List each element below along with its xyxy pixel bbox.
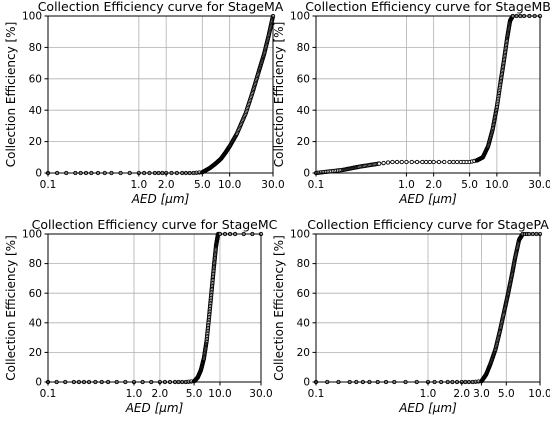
data-point: [390, 159, 395, 165]
data-point: [447, 159, 452, 165]
data-point: [436, 159, 442, 165]
x-tick-label: 10.0: [218, 179, 241, 191]
data-point: [423, 159, 429, 165]
data-point: [442, 159, 447, 165]
x-tick-label: 0.1: [308, 179, 325, 191]
plot-frame: [47, 15, 274, 174]
y-tick-label: 40: [297, 317, 310, 329]
x-tick-label: 30.0: [528, 179, 550, 191]
y-tick-label: 0: [35, 377, 42, 389]
series-line: [48, 233, 261, 383]
x-tick-label: 1.0: [398, 179, 415, 191]
x-tick-label: 30.0: [261, 179, 284, 191]
y-tick-label: 100: [22, 11, 42, 23]
y-axis-label: Collection Efficiency [%]: [272, 22, 286, 168]
y-tick-label: 100: [290, 229, 310, 241]
data-point: [414, 159, 420, 165]
y-tick-label: 20: [29, 347, 42, 359]
data-point: [409, 159, 414, 165]
data-point: [420, 159, 425, 165]
x-axis-label: AED [μm]: [125, 401, 184, 415]
x-tick-label: 10.0: [485, 179, 508, 191]
x-tick-label: 1.0: [420, 388, 437, 400]
y-tick-label: 20: [297, 347, 310, 359]
x-tick-label: 0.1: [308, 388, 325, 400]
x-tick-label: 2.0: [152, 388, 169, 400]
y-tick-label: 0: [35, 168, 42, 180]
chart-title: Collection Efficiency curve for StageMC: [32, 217, 278, 232]
x-tick-label: 10.0: [528, 388, 550, 400]
chart-title: Collection Efficiency curve for StageMB: [305, 0, 550, 14]
x-tick-label: 5.0: [461, 179, 478, 191]
x-tick-label: 10.0: [208, 388, 231, 400]
data-point: [385, 160, 391, 165]
y-axis-label: Collection Efficiency [%]: [4, 22, 18, 168]
data-point: [451, 159, 456, 165]
y-tick-label: 40: [29, 317, 42, 329]
y-tick-label: 60: [29, 73, 42, 85]
x-axis-label: AED [μm]: [398, 401, 457, 415]
y-tick-label: 60: [29, 288, 42, 300]
y-tick-label: 80: [297, 42, 310, 54]
data-point: [454, 159, 460, 165]
chart-panel-1: 0.1 1.0 2.0 5.0 10.0 30.0020406080100Collecti…: [4, 0, 285, 206]
x-tick-label: 1.0: [130, 179, 147, 191]
x-tick-label: 0.1: [40, 179, 57, 191]
data-point: [377, 161, 382, 166]
x-tick-label: 5.0: [186, 388, 203, 400]
x-tick-label: 2.0: [453, 388, 470, 400]
x-tick-label: 3.0: [473, 388, 490, 400]
chart-panel-3: 0.1 1.0 2.0 5.0 10.0 30.0020406080100Collecti…: [4, 217, 278, 415]
x-tick-label: 1.0: [126, 388, 143, 400]
y-tick-label: 40: [29, 105, 42, 117]
plot-frame: [315, 15, 541, 174]
y-tick-label: 100: [22, 229, 42, 241]
x-tick-label: 2.0: [425, 179, 442, 191]
series-line: [48, 15, 274, 174]
x-tick-label: 5.0: [498, 388, 515, 400]
chart-panel-2: 0.1 1.0 2.0 5.0 10.0 30.0020406080100Collecti…: [272, 0, 550, 206]
data-point: [399, 159, 404, 165]
data-point: [431, 159, 436, 165]
x-tick-label: 2.0: [158, 179, 175, 191]
x-axis-label: AED [μm]: [398, 192, 457, 206]
data-point: [394, 159, 400, 165]
y-tick-label: 80: [29, 42, 42, 54]
data-point: [381, 160, 386, 166]
y-tick-label: 20: [297, 136, 310, 148]
x-axis-label: AED [μm]: [131, 192, 190, 206]
y-tick-label: 100: [290, 11, 310, 23]
x-tick-label: 30.0: [249, 388, 272, 400]
y-tick-label: 60: [297, 73, 310, 85]
data-point: [427, 159, 433, 165]
y-tick-label: 20: [29, 136, 42, 148]
y-axis-label: Collection Efficiency [%]: [4, 235, 18, 381]
y-tick-label: 60: [297, 288, 310, 300]
chart-title: Collection Efficiency curve for StagePA: [307, 217, 549, 232]
y-tick-label: 40: [297, 105, 310, 117]
y-tick-label: 80: [29, 258, 42, 270]
y-tick-label: 0: [303, 377, 310, 389]
x-tick-label: 0.1: [40, 388, 57, 400]
x-tick-label: 5.0: [194, 179, 211, 191]
y-axis-label: Collection Efficiency [%]: [272, 235, 286, 381]
plot-frame: [47, 233, 262, 383]
chart-title: Collection Efficiency curve for StageMA: [38, 0, 284, 14]
y-tick-label: 80: [297, 258, 310, 270]
chart-panel-4: 0.1 1.0 2.0 3.0 5.0 10.0020406080100Collectio…: [272, 217, 550, 415]
y-tick-label: 0: [303, 168, 310, 180]
data-point: [404, 159, 409, 165]
